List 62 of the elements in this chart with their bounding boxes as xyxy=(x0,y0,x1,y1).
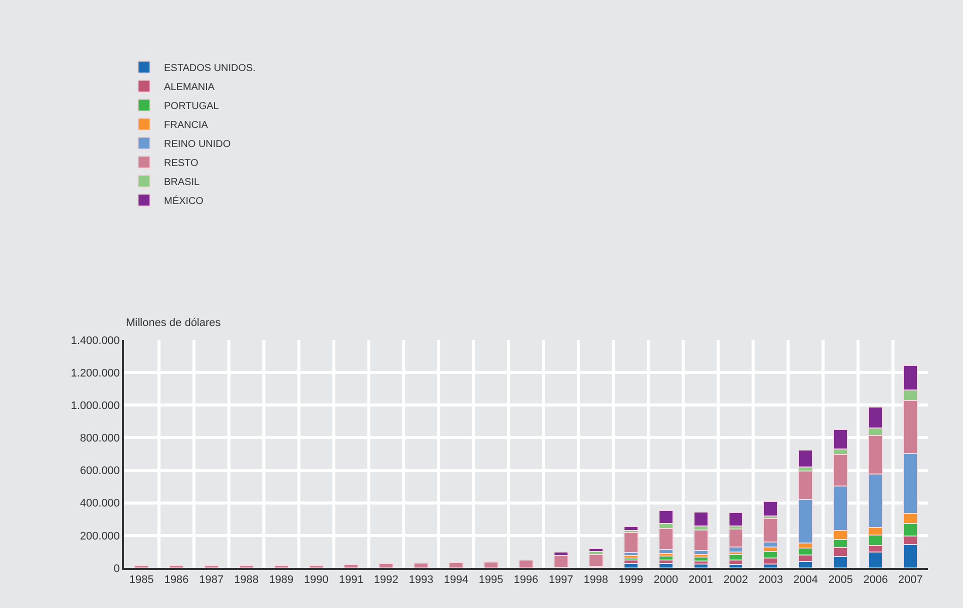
x-tick-label: 1994 xyxy=(444,574,468,586)
legend-label: PORTUGAL xyxy=(164,101,220,112)
x-tick-label: 1989 xyxy=(269,574,294,586)
bar xyxy=(414,562,429,568)
x-tick-label: 1996 xyxy=(514,574,538,586)
legend-label: ESTADOS UNIDOS. xyxy=(164,63,256,74)
bar xyxy=(763,501,778,517)
y-tick-label: 400.000 xyxy=(80,498,120,510)
bar xyxy=(588,548,604,552)
y-tick-label: 1.400.000 xyxy=(70,334,120,347)
x-tick-label: 1985 xyxy=(129,574,154,586)
x-tick-label: 1993 xyxy=(408,574,434,586)
x-tick-label: 1992 xyxy=(374,574,398,586)
legend-label: MÉXICO xyxy=(164,195,204,207)
y-axis-title: Millones de dólares xyxy=(126,317,222,329)
legend-label: BRASIL xyxy=(164,177,200,188)
y-tick-label: 600.000 xyxy=(80,465,120,478)
bar xyxy=(518,559,534,568)
bar xyxy=(448,562,464,568)
bar xyxy=(344,564,359,568)
y-tick-label: 0 xyxy=(114,562,120,575)
bar xyxy=(693,530,708,551)
x-tick-label: 2004 xyxy=(793,574,818,586)
x-tick-label: 2000 xyxy=(654,574,678,586)
x-tick-label: 1998 xyxy=(584,574,608,586)
bar xyxy=(274,565,289,568)
bar xyxy=(168,565,184,568)
x-tick-label: 1988 xyxy=(234,574,259,586)
bar xyxy=(204,564,219,568)
bar xyxy=(553,554,568,568)
bar xyxy=(798,450,814,468)
x-tick-label: 1997 xyxy=(548,574,574,586)
y-tick-label: 1.200.000 xyxy=(70,367,120,380)
x-tick-label: 1987 xyxy=(199,574,224,586)
bar xyxy=(134,565,149,568)
x-tick-label: 1990 xyxy=(304,574,328,586)
legend-label: FRANCIA xyxy=(164,120,208,131)
y-tick-label: 200.000 xyxy=(80,530,120,542)
bar xyxy=(378,562,394,568)
bar xyxy=(693,511,708,526)
legend-label: REINO UNIDO xyxy=(164,139,231,150)
x-tick-label: 2006 xyxy=(863,574,888,586)
x-tick-label: 2001 xyxy=(688,574,714,586)
bar xyxy=(623,526,638,532)
x-tick-label: 1995 xyxy=(478,574,504,586)
bar xyxy=(728,512,744,526)
bar xyxy=(658,528,674,550)
bar xyxy=(623,532,638,554)
x-tick-label: 2005 xyxy=(828,574,853,586)
x-tick-label: 1986 xyxy=(164,574,189,586)
x-tick-label: 2002 xyxy=(724,574,748,586)
bar xyxy=(588,554,604,568)
x-tick-label: 1999 xyxy=(618,574,644,586)
x-tick-label: 2003 xyxy=(758,574,783,586)
legend-label: ALEMANIA xyxy=(164,82,215,93)
x-tick-label: 1991 xyxy=(338,574,364,586)
legend-label: RESTO xyxy=(164,158,198,169)
x-tick-label: 2007 xyxy=(898,574,923,586)
bar xyxy=(238,565,254,568)
y-tick-label: 800.000 xyxy=(80,432,120,445)
y-tick-label: 1.000.000 xyxy=(70,400,120,412)
bar xyxy=(308,564,324,568)
